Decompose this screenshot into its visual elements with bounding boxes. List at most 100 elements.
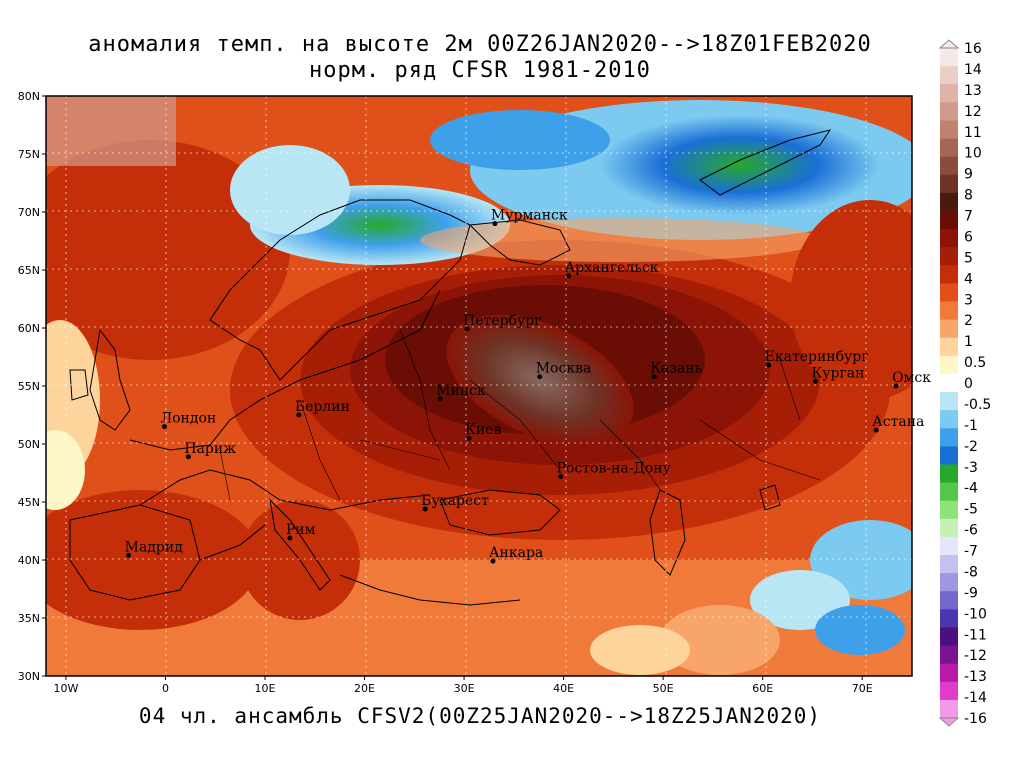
colorbar-swatch xyxy=(940,392,958,411)
colorbar-swatch xyxy=(940,265,958,284)
colorbar-swatch xyxy=(940,337,958,357)
city-dot xyxy=(185,454,191,460)
city-markers: Мурманск Архангельск Петербург Москва Казань… xyxy=(125,208,931,564)
city-dot xyxy=(492,221,498,227)
lon-tick-label: 70E xyxy=(852,682,873,695)
colorbar-swatch xyxy=(940,410,958,429)
city-label: Мурманск xyxy=(491,208,568,224)
colorbar-swatch xyxy=(940,319,958,339)
colorbar-label: -13 xyxy=(964,669,987,685)
lon-tick-label: 30E xyxy=(454,682,475,695)
city-label: Берлин xyxy=(295,399,350,415)
city-dot xyxy=(537,374,543,380)
colorbar-swatch xyxy=(940,66,958,85)
colorbar-swatch xyxy=(940,247,958,266)
city-dot xyxy=(287,535,293,541)
lon-tick-label: 50E xyxy=(653,682,674,695)
city-dot xyxy=(812,378,818,384)
latitude-axis: 80N 75N 70N 65N 60N 55N 50N 45N 40N 35N 30N xyxy=(18,90,46,683)
city-label: Казань xyxy=(650,361,702,377)
lon-tick-label: 20E xyxy=(354,682,375,695)
colorbar-swatch xyxy=(940,301,958,321)
colorbar-label: 6 xyxy=(964,229,973,245)
colorbar-label: 12 xyxy=(964,104,982,120)
colorbar-swatch xyxy=(940,428,958,447)
colorbar-label: -0.5 xyxy=(964,397,991,413)
colorbar-swatch xyxy=(940,283,958,303)
colorbar-label: 16 xyxy=(964,41,982,57)
colorbar-swatch xyxy=(940,609,958,628)
colorbar-swatch xyxy=(940,681,958,701)
colorbar-swatch xyxy=(940,573,958,592)
city-dot xyxy=(296,412,302,418)
anomaly-field xyxy=(46,96,912,676)
lon-tick-label: 10W xyxy=(53,682,78,695)
colorbar-swatch xyxy=(940,229,958,248)
colorbar-swatch xyxy=(940,355,958,375)
colorbar-swatch xyxy=(940,663,958,683)
colorbar-label: -8 xyxy=(964,564,978,580)
colorbar-swatch xyxy=(940,645,958,665)
city-dot xyxy=(126,552,132,558)
city-label: Мадрид xyxy=(125,539,184,555)
city-dot xyxy=(566,273,572,279)
colorbar-label: 8 xyxy=(964,188,973,204)
lon-tick-label: 40E xyxy=(553,682,574,695)
colorbar-swatch xyxy=(940,210,958,230)
colorbar-swatch xyxy=(940,156,958,176)
colorbar-swatch xyxy=(940,446,958,465)
lat-tick-label: 70N xyxy=(18,206,40,219)
graticule xyxy=(46,96,912,676)
colorbar-label: 13 xyxy=(964,83,982,99)
lon-tick-label: 10E xyxy=(255,682,276,695)
colorbar-label: -3 xyxy=(964,460,978,476)
city-label: Париж xyxy=(184,441,236,457)
city-label: Курган xyxy=(811,365,864,381)
colorbar-label: 3 xyxy=(964,292,973,308)
colorbar-swatch xyxy=(940,500,958,520)
city-dot xyxy=(766,362,772,368)
colorbar-swatch xyxy=(940,120,958,140)
city-label: Минск xyxy=(436,383,486,399)
colorbar-swatch xyxy=(940,174,958,194)
colorbar-label: 14 xyxy=(964,62,982,78)
colorbar-swatch xyxy=(940,555,958,574)
colorbar-swatch xyxy=(940,536,958,556)
lat-tick-label: 75N xyxy=(18,148,40,161)
lat-tick-label: 35N xyxy=(18,612,40,625)
colorbar-label: 10 xyxy=(964,146,982,162)
colorbar-label: 2 xyxy=(964,313,973,329)
colorbar: 16 14 13 12 11 10 9 8 7 6 5 4 3 2 1 0.5 0 -0.5 -1 -2 -3 -4 -5 -… xyxy=(938,39,991,727)
colorbar-label: 0 xyxy=(964,376,973,392)
map-title-line2: норм. ряд CFSR 1981-2010 xyxy=(309,58,651,83)
city-dot xyxy=(466,435,472,441)
colorbar-top-arrow xyxy=(938,39,960,49)
colorbar-bottom-arrow xyxy=(938,717,960,727)
city-label: Киев xyxy=(465,422,501,438)
colorbar-swatch xyxy=(940,482,958,502)
colorbar-label: -12 xyxy=(964,648,987,664)
longitude-axis: 10W 0 10E 20E 30E 40E 50E 60E 70E xyxy=(53,676,873,695)
city-dot xyxy=(422,506,428,512)
colorbar-label: 9 xyxy=(964,167,973,183)
colorbar-label: 11 xyxy=(964,125,982,141)
colorbar-label: -5 xyxy=(964,502,978,518)
city-dot xyxy=(558,473,564,479)
city-dot xyxy=(437,396,443,402)
city-dot xyxy=(873,427,879,433)
colorbar-label: -4 xyxy=(964,481,978,497)
colorbar-swatch xyxy=(940,102,958,121)
colorbar-swatch xyxy=(940,699,958,719)
colorbar-label: 4 xyxy=(964,271,973,287)
colorbar-label: -14 xyxy=(964,690,987,706)
colorbar-label: 0.5 xyxy=(964,355,986,371)
city-label: Рим xyxy=(286,522,316,538)
ensemble-subtitle: 04 чл. ансамбль CFSV2(00Z25JAN2020-->18Z… xyxy=(138,704,822,728)
colorbar-swatch xyxy=(940,84,958,103)
colorbar-swatch xyxy=(940,373,958,393)
colorbar-label: -11 xyxy=(964,627,987,643)
colorbar-label: -10 xyxy=(964,606,987,622)
colorbar-swatch xyxy=(940,518,958,538)
lat-tick-label: 40N xyxy=(18,554,40,567)
lat-tick-label: 80N xyxy=(18,90,40,103)
